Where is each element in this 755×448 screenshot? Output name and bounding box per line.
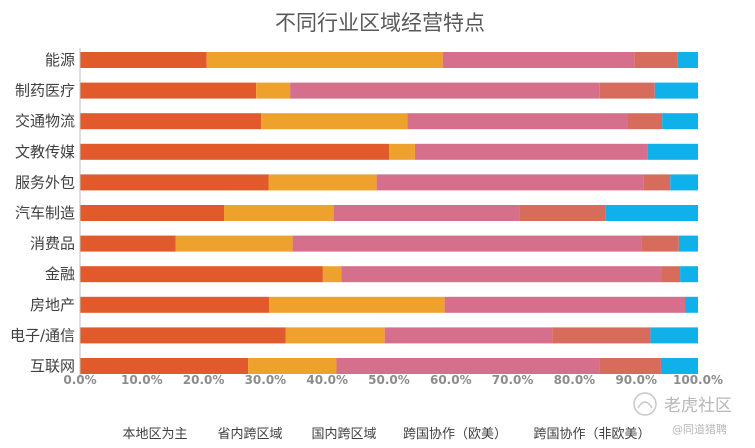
bar-segment-2-series-1 — [80, 82, 257, 99]
bar-segment-2-series-3 — [290, 82, 600, 99]
bar-segment-7-series-5 — [678, 235, 698, 252]
bar-segment-3-series-2 — [261, 113, 408, 130]
category-label: 房地产 — [30, 296, 75, 314]
x-tick-label: 0.0% — [63, 373, 96, 387]
bar-segment-1-series-3 — [442, 52, 635, 68]
category-label: 服务外包 — [15, 173, 75, 191]
category-label: 能源 — [45, 51, 75, 69]
bar-segment-10-series-2 — [285, 327, 385, 344]
x-tick-label: 70.0% — [492, 373, 534, 387]
bar-segment-8-series-3 — [341, 266, 662, 283]
bar-segment-11-series-4 — [599, 358, 661, 374]
bar-segment-1-series-2 — [206, 52, 443, 68]
bar-segment-6-series-5 — [605, 205, 698, 221]
bar-segment-10-series-5 — [650, 327, 698, 344]
x-tick-label: 90.0% — [615, 373, 657, 387]
category-label: 电子/通信 — [10, 326, 75, 344]
x-tick-label: 10.0% — [121, 373, 163, 387]
watermark-logo-icon — [633, 392, 657, 416]
bar-segment-7-series-3 — [292, 235, 642, 252]
bar-segment-2-series-5 — [654, 82, 698, 99]
bar-segment-9-series-1 — [80, 296, 270, 313]
bar-segment-2-series-2 — [256, 82, 291, 99]
bar-segment-10-series-4 — [552, 327, 651, 344]
category-label: 文教传媒 — [15, 143, 75, 161]
bar-segment-1-series-1 — [80, 52, 207, 68]
bar-segment-9-series-5 — [685, 296, 698, 313]
bar-segment-3-series-3 — [407, 113, 628, 130]
bar-segment-4-series-5 — [647, 143, 698, 160]
watermark-text: 老虎社区 — [664, 396, 732, 416]
bar-segment-11-series-3 — [336, 358, 600, 374]
bar-segment-5-series-4 — [643, 174, 671, 191]
x-tick-label: 50.0% — [368, 373, 410, 387]
x-tick-label: 20.0% — [183, 373, 225, 387]
bar-segment-7-series-4 — [641, 235, 679, 252]
category-label: 汽车制造 — [15, 204, 75, 222]
bar-segment-6-series-4 — [519, 205, 606, 221]
bar-segment-4-series-1 — [80, 143, 389, 160]
bar-segment-7-series-2 — [175, 235, 293, 252]
category-label: 互联网 — [30, 357, 75, 375]
bar-segment-9-series-2 — [269, 296, 445, 313]
bar-segment-4-series-2 — [389, 143, 415, 160]
x-tick-label: 80.0% — [554, 373, 596, 387]
category-label: 消费品 — [30, 235, 75, 253]
legend-item-label: 本地区为主 — [122, 427, 187, 442]
bar-segment-1-series-4 — [634, 52, 678, 68]
bar-segment-6-series-3 — [333, 205, 520, 221]
value-axis: 0.0% 10.0% 20.0% 30.0% 40.0% 50.0% 60.0% 70.0% 8… — [63, 373, 723, 387]
bar-segment-8-series-5 — [680, 266, 698, 283]
category-label: 制药医疗 — [15, 82, 75, 100]
bar-segment-4-series-3 — [414, 143, 648, 160]
legend: 本地区为主 省内跨区域 国内跨区域 跨国协作（欧美） 跨国协作（非欧美） — [122, 426, 650, 442]
chart-title: 不同行业区域经营特点 — [275, 11, 485, 35]
bar-segment-10-series-3 — [384, 327, 553, 344]
bar-segment-7-series-1 — [80, 235, 176, 252]
bar-segment-8-series-1 — [80, 266, 323, 283]
legend-item-label: 跨国协作（非欧美） — [533, 427, 650, 442]
bar-segment-3-series-1 — [80, 113, 262, 130]
bar-segment-5-series-5 — [670, 174, 698, 191]
category-label: 交通物流 — [15, 112, 75, 130]
bar-segment-5-series-2 — [268, 174, 377, 191]
bar-segment-5-series-3 — [376, 174, 644, 191]
watermark: 老虎社区 @同道猎聘 — [633, 392, 732, 436]
x-tick-label: 30.0% — [245, 373, 287, 387]
bar-segment-8-series-2 — [322, 266, 342, 283]
plot-area — [79, 48, 698, 378]
legend-item-label: 跨国协作（欧美） — [403, 427, 507, 442]
bar-segment-6-series-2 — [223, 205, 334, 221]
bar-segment-6-series-1 — [80, 205, 224, 221]
bar-segment-5-series-1 — [80, 174, 269, 191]
bar-segment-8-series-4 — [661, 266, 681, 283]
category-label: 金融 — [45, 265, 75, 283]
bar-segment-3-series-5 — [662, 113, 698, 130]
x-tick-label: 60.0% — [430, 373, 472, 387]
x-tick-label: 100.0% — [673, 373, 723, 387]
bar-segment-11-series-1 — [80, 358, 249, 374]
legend-item-label: 国内跨区域 — [311, 426, 376, 442]
watermark-subtext: @同道猎聘 — [672, 422, 727, 436]
bar-segment-1-series-5 — [677, 52, 698, 68]
x-tick-label: 40.0% — [306, 373, 348, 387]
bar-segment-3-series-4 — [627, 113, 663, 130]
bar-segment-9-series-3 — [444, 296, 686, 313]
bar-segment-11-series-2 — [248, 358, 337, 374]
bar-segment-2-series-4 — [599, 82, 655, 99]
bar-segment-11-series-5 — [660, 358, 698, 374]
bar-segment-10-series-1 — [80, 327, 286, 344]
legend-item-label: 省内跨区域 — [217, 426, 282, 442]
